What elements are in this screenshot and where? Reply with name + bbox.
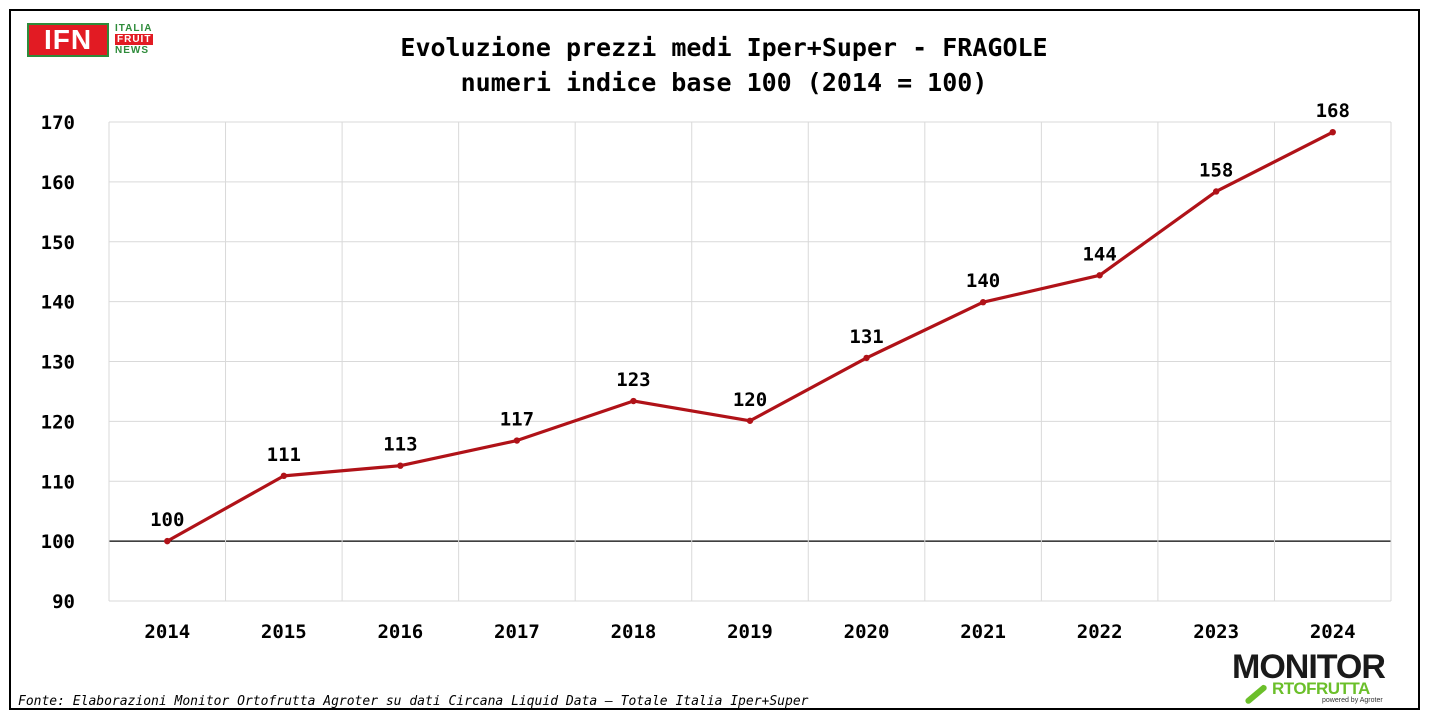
x-tick-label: 2017 <box>494 621 540 643</box>
data-point <box>1212 188 1220 195</box>
data-label: 113 <box>383 434 417 456</box>
ifn-logo-line3: NEWS <box>115 45 149 56</box>
data-point <box>630 397 637 405</box>
y-tick-label: 150 <box>41 232 75 254</box>
data-label: 158 <box>1199 159 1233 181</box>
ifn-logo-line2: FRUIT <box>115 34 154 45</box>
monitor-logo-bottom: RTOFRUTTA <box>1272 679 1370 698</box>
ifn-logo-mark: IFN <box>27 23 109 57</box>
magnifier-icon <box>1244 683 1268 706</box>
data-label: 168 <box>1316 100 1350 122</box>
y-tick-label: 100 <box>41 531 75 553</box>
y-tick-label: 110 <box>41 471 75 493</box>
data-point <box>1096 272 1103 279</box>
x-tick-label: 2018 <box>611 621 657 643</box>
x-tick-label: 2015 <box>261 621 307 643</box>
monitor-logo-top: MONITOR <box>1232 648 1386 686</box>
x-tick-label: 2022 <box>1077 621 1123 643</box>
x-tick-label: 2021 <box>960 621 1006 643</box>
x-tick-label: 2020 <box>844 621 890 643</box>
chart-title: Evoluzione prezzi medi Iper+Super - FRAG… <box>400 33 1048 62</box>
chart-frame <box>9 9 1420 710</box>
data-label: 131 <box>849 326 883 348</box>
x-tick-label: 2016 <box>377 621 423 643</box>
data-point <box>1329 128 1336 136</box>
ifn-logo-line1: ITALIA <box>115 23 153 34</box>
data-label: 144 <box>1082 243 1116 265</box>
y-tick-label: 120 <box>41 411 75 433</box>
ifn-logo: IFN ITALIA FRUIT NEWS <box>27 23 169 63</box>
x-tick-label: 2024 <box>1310 621 1356 643</box>
data-label: 111 <box>267 444 301 466</box>
y-tick-label: 170 <box>41 112 75 134</box>
monitor-logo-small: powered by Agroter <box>1322 697 1383 704</box>
y-tick-label: 140 <box>41 292 75 314</box>
source-note: Fonte: Elaborazioni Monitor Ortofrutta A… <box>18 694 809 709</box>
x-tick-label: 2019 <box>727 621 773 643</box>
data-point <box>746 417 754 424</box>
data-label: 117 <box>500 409 534 431</box>
monitor-ortofrutta-logo: MONITOR RTOFRUTTA powered by Agroter <box>1232 650 1417 706</box>
data-point <box>513 437 521 444</box>
data-point <box>164 537 171 545</box>
chart-subtitle: numeri indice base 100 (2014 = 100) <box>460 68 988 97</box>
data-label: 100 <box>150 509 184 531</box>
data-point <box>979 299 987 306</box>
ifn-logo-text: ITALIA FRUIT NEWS <box>115 23 154 56</box>
y-tick-label: 130 <box>41 352 75 374</box>
data-point <box>280 472 288 480</box>
y-tick-label: 90 <box>52 591 75 613</box>
data-point <box>863 354 870 362</box>
x-tick-label: 2023 <box>1193 621 1239 643</box>
x-tick-label: 2014 <box>144 621 190 643</box>
data-label: 140 <box>966 270 1000 292</box>
y-tick-label: 160 <box>41 172 75 194</box>
data-point <box>397 462 404 469</box>
data-label: 123 <box>616 369 650 391</box>
data-label: 120 <box>733 389 767 411</box>
